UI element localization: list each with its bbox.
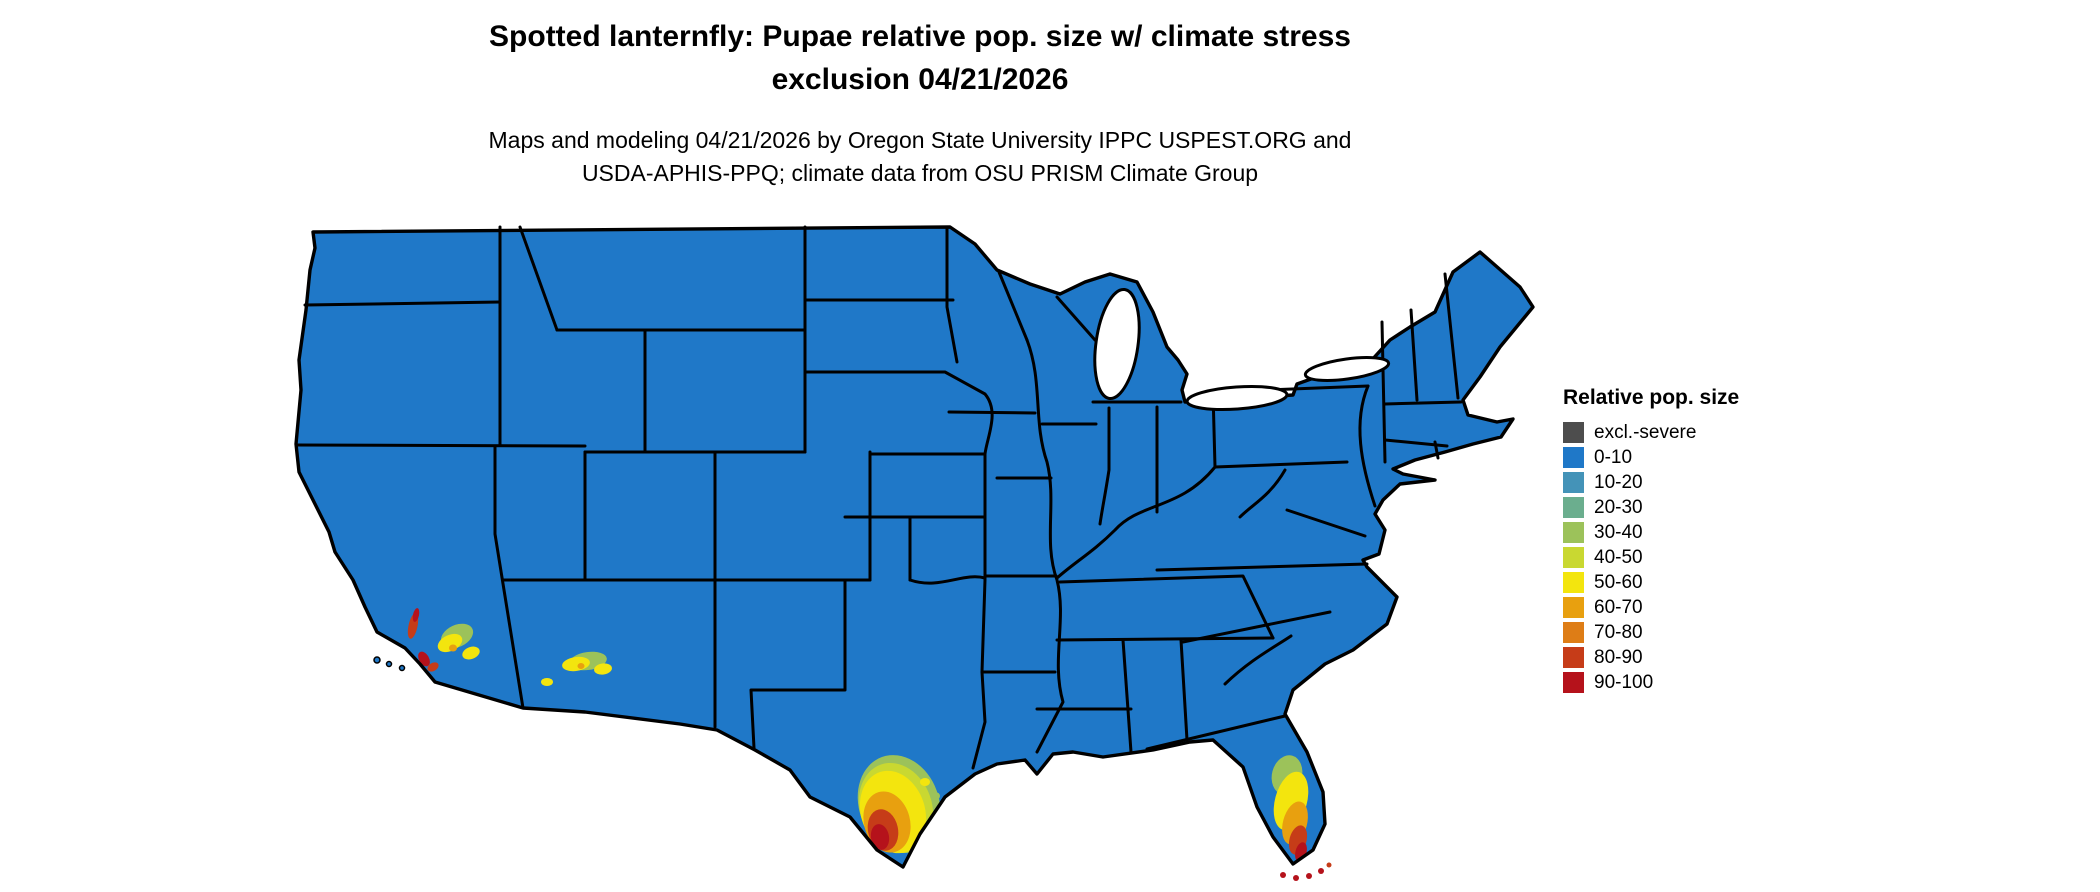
map-credits-line1: Maps and modeling 04/21/2026 by Oregon S…	[488, 127, 1352, 153]
great-lakes	[1093, 287, 1391, 412]
legend-entry: 40-50	[1563, 547, 1823, 568]
legend-label: 90-100	[1594, 672, 1654, 693]
legend-label: 30-40	[1594, 522, 1643, 543]
legend-entry: 50-60	[1563, 572, 1823, 593]
legend-entries: excl.-severe 0-10 10-20 20-30 30-40 40-50 50-6…	[1563, 422, 1823, 693]
legend-swatch	[1563, 547, 1584, 568]
legend-swatch	[1563, 447, 1584, 468]
legend-swatch	[1563, 647, 1584, 668]
map-credits-line2: USDA-APHIS-PPQ; climate data from OSU PR…	[581, 160, 1259, 187]
legend-entry: 0-10	[1563, 447, 1823, 468]
lake-michigan	[1093, 287, 1141, 401]
legend-label: 0-10	[1594, 447, 1633, 468]
map-title-line2: exclusion 04/21/2026	[771, 62, 1069, 96]
legend-swatch	[1563, 622, 1584, 643]
map-credits: Maps and modeling 04/21/2026 by Oregon S…	[0, 124, 1840, 191]
hotspot-arizona	[541, 651, 612, 686]
lake-erie	[1185, 384, 1289, 412]
legend-label: 50-60	[1594, 572, 1643, 593]
state-borders	[294, 225, 1463, 770]
legend-swatch	[1563, 497, 1584, 518]
us-landmass	[296, 227, 1533, 867]
legend-label: 60-70	[1594, 597, 1643, 618]
legend-label: 10-20	[1594, 472, 1643, 493]
legend-entry: 70-80	[1563, 622, 1823, 643]
legend: Relative pop. size excl.-severe 0-10 10-20…	[1563, 386, 1823, 697]
legend-swatch	[1563, 522, 1584, 543]
legend-entry: 80-90	[1563, 647, 1823, 668]
legend-label: excl.-severe	[1594, 422, 1697, 443]
hotspot-south-texas	[857, 755, 941, 854]
legend-swatch	[1563, 597, 1584, 618]
channel-islands-dots	[373, 656, 406, 672]
legend-entry: 60-70	[1563, 597, 1823, 618]
lake-ontario	[1303, 356, 1391, 382]
legend-label: 40-50	[1594, 547, 1643, 568]
legend-entry: 20-30	[1563, 497, 1823, 518]
legend-entry: 10-20	[1563, 472, 1823, 493]
legend-label: 20-30	[1594, 497, 1643, 518]
legend-swatch	[1563, 572, 1584, 593]
legend-title: Relative pop. size	[1563, 386, 1740, 409]
legend-entry: 30-40	[1563, 522, 1823, 543]
legend-label: 70-80	[1594, 622, 1643, 643]
us-map	[294, 225, 1535, 881]
legend-swatch	[1563, 472, 1584, 493]
legend-label: 80-90	[1594, 647, 1643, 668]
legend-swatch	[1563, 422, 1584, 443]
legend-entry: 90-100	[1563, 672, 1823, 693]
florida-keys-dots	[1280, 862, 1332, 881]
map-title-line1: Spotted lanternfly: Pupae relative pop. …	[489, 20, 1351, 53]
hotspot-south-florida	[1271, 755, 1309, 862]
map-title: Spotted lanternfly: Pupae relative pop. …	[0, 16, 1840, 101]
legend-entry: excl.-severe	[1563, 422, 1823, 443]
legend-swatch	[1563, 672, 1584, 693]
